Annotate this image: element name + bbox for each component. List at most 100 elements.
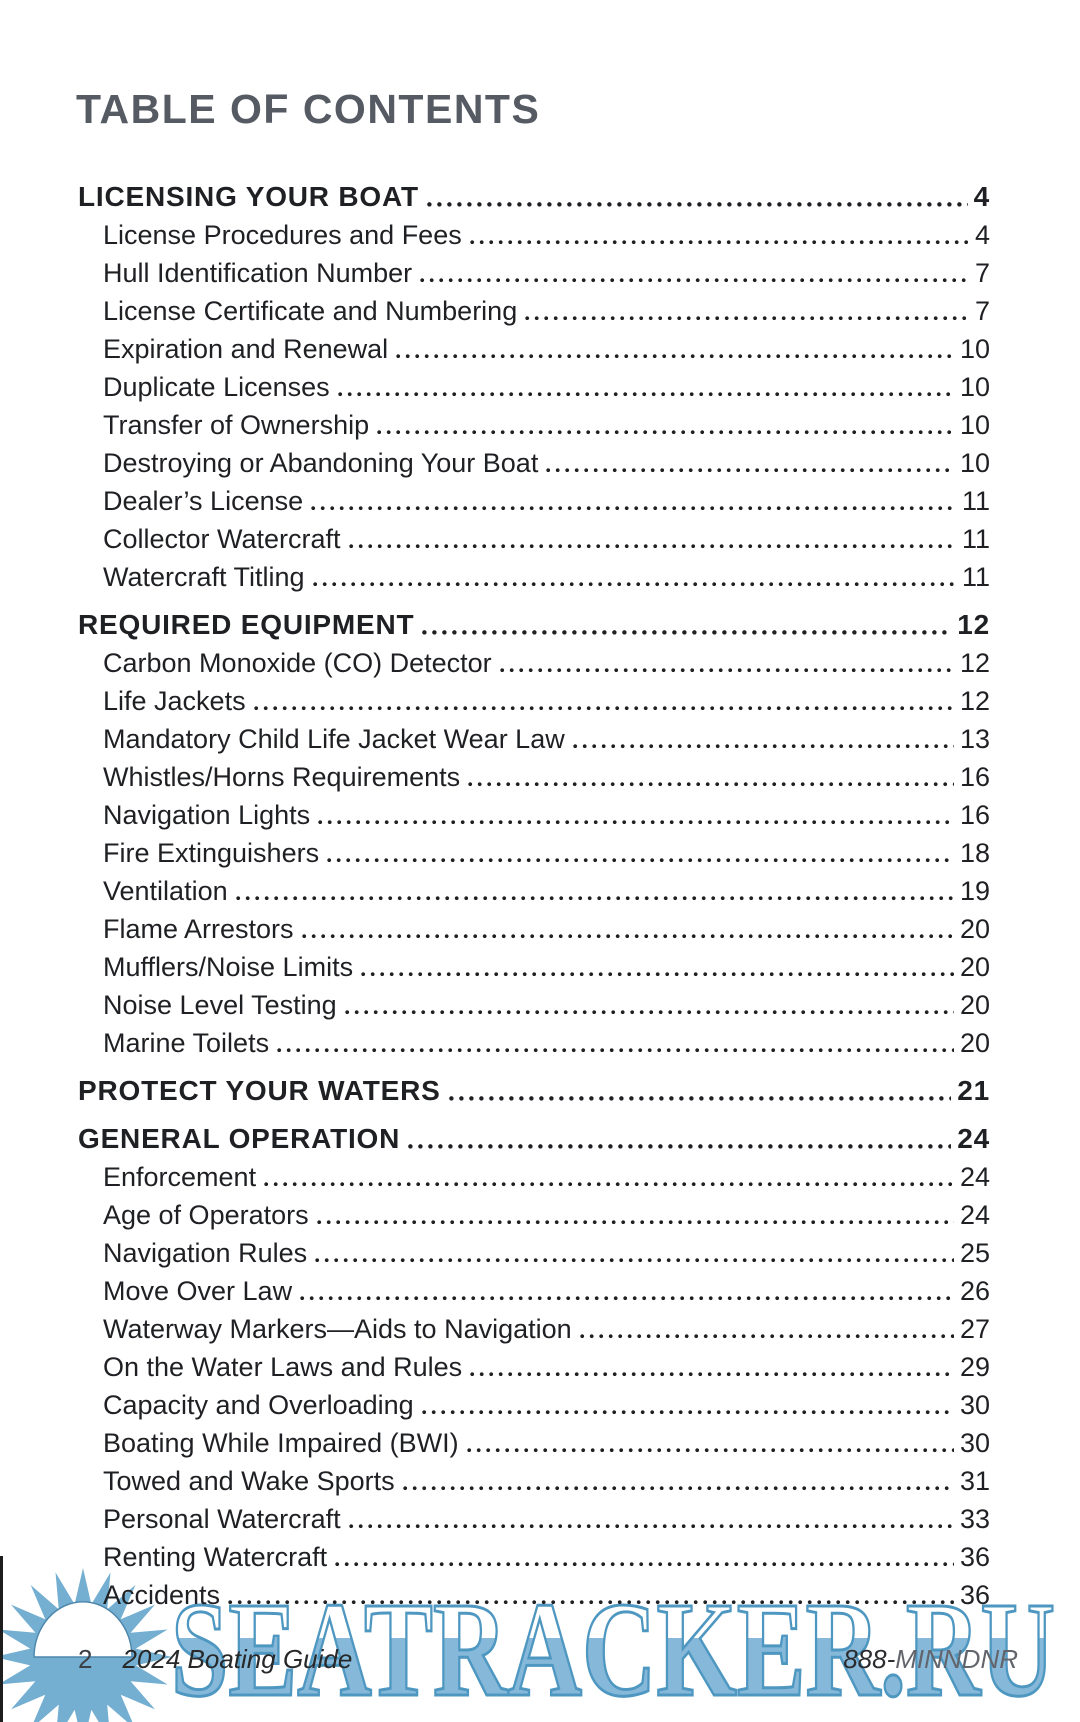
toc-entry: Marine Toilets 20 [78,1024,990,1062]
toc-entry: Age of Operators 24 [78,1196,990,1234]
toc-entry-label: Waterway Markers—Aids to Navigation [103,1314,572,1344]
toc-entry-label: Hull Identification Number [103,258,413,288]
toc-entry: Enforcement 24 [78,1158,990,1196]
toc-entry-label: Marine Toilets [103,1028,270,1058]
page-footer: 2 2024 Boating Guide 888-MINNDNR [78,1644,1018,1675]
toc-entry: Mufflers/Noise Limits 20 [78,948,990,986]
toc-leader-dots [572,720,954,758]
toc-leader-dots [579,1310,954,1348]
scan-edge-artifact [0,1556,3,1722]
toc-entry-label: LICENSING YOUR BOAT [78,181,419,212]
toc-entry-label: Navigation Lights [103,800,311,830]
toc-entry: License Procedures and Fees 4 [78,216,990,254]
toc-entry-page: 31 [959,1466,990,1496]
toc-entry: Mandatory Child Life Jacket Wear Law 13 [78,720,990,758]
toc-entry-label: Fire Extinguishers [103,838,320,868]
toc-entry-label: On the Water Laws and Rules [103,1352,463,1382]
toc-entry-label: Accidents [103,1580,221,1610]
toc-entry: Carbon Monoxide (CO) Detector 12 [78,644,990,682]
toc-entry: Expiration and Renewal 10 [78,330,990,368]
footer-phone-suffix: MINNDNR [895,1644,1018,1674]
toc-section-heading: GENERAL OPERATION 24 [78,1120,990,1158]
toc-entry: Whistles/Horns Requirements 16 [78,758,990,796]
toc-entry: Ventilation 19 [78,872,990,910]
toc-leader-dots [348,1500,954,1538]
toc-entry: Renting Watercraft 36 [78,1538,990,1576]
footer-phone-prefix: 888- [843,1644,896,1674]
toc-entry-label: GENERAL OPERATION [78,1123,401,1154]
toc-leader-dots [312,558,956,596]
toc-entry-page: 29 [959,1352,990,1382]
toc-entry-label: Collector Watercraft [103,524,341,554]
toc-entry-label: Carbon Monoxide (CO) Detector [103,648,492,678]
toc-leader-dots [301,910,954,948]
toc-entry-page: 16 [959,800,990,830]
toc-entry-label: License Procedures and Fees [103,220,462,250]
toc-leader-dots [469,216,969,254]
toc-leader-dots [525,292,969,330]
toc-entry-page: 7 [974,258,990,288]
toc-entry: Move Over Law 26 [78,1272,990,1310]
toc-leader-dots [337,368,954,406]
toc-leader-dots [228,1576,954,1614]
toc-entry-label: Watercraft Titling [103,562,305,592]
toc-entry-label: Boating While Impaired (BWI) [103,1428,459,1458]
toc-entry-page: 20 [959,1028,990,1058]
toc-entry: Fire Extinguishers 18 [78,834,990,872]
toc-entry-page: 16 [959,762,990,792]
toc-entry-page: 20 [959,990,990,1020]
toc-entry-page: 12 [959,648,990,678]
toc-leader-dots [327,834,954,872]
toc-leader-dots [335,1538,954,1576]
toc-entry: License Certificate and Numbering 7 [78,292,990,330]
toc-entry: Noise Level Testing 20 [78,986,990,1024]
toc-entry: Boating While Impaired (BWI) 30 [78,1424,990,1462]
toc-leader-dots [420,254,969,292]
toc-entry-label: REQUIRED EQUIPMENT [78,609,415,640]
toc-entry-page: 24 [959,1162,990,1192]
toc-section-heading: LICENSING YOUR BOAT 4 [78,178,990,216]
toc-entry-label: Mandatory Child Life Jacket Wear Law [103,724,565,754]
toc-entry: Destroying or Abandoning Your Boat 10 [78,444,990,482]
sunburst-icon [0,1568,172,1722]
toc-entry-page: 13 [959,724,990,754]
toc-leader-dots [422,606,952,644]
toc-entry-page: 33 [959,1504,990,1534]
toc-entry: Navigation Rules 25 [78,1234,990,1272]
toc-entry: Flame Arrestors 20 [78,910,990,948]
toc-entry-label: Personal Watercraft [103,1504,341,1534]
toc-entry-page: 25 [959,1238,990,1268]
toc-entry-page: 30 [959,1390,990,1420]
toc-entry-label: Destroying or Abandoning Your Boat [103,448,539,478]
toc-leader-dots [499,644,954,682]
toc-leader-dots [344,986,954,1024]
toc-entry-page: 11 [961,562,990,592]
toc-entry: Personal Watercraft 33 [78,1500,990,1538]
toc-section-heading: PROTECT YOUR WATERS 21 [78,1072,990,1110]
toc-leader-dots [468,758,954,796]
footer-edition: 2024 Boating Guide [122,1644,353,1674]
toc-entry-page: 36 [959,1542,990,1572]
toc-entry-page: 10 [959,448,990,478]
toc-leader-dots [466,1424,954,1462]
toc-entry-label: Dealer’s License [103,486,304,516]
toc-entry-page: 10 [959,410,990,440]
toc-leader-dots [448,1072,952,1110]
toc-leader-dots [396,330,954,368]
page-title: TABLE OF CONTENTS [76,86,541,132]
toc-entry: Hull Identification Number 7 [78,254,990,292]
toc-entry: Dealer’s License 11 [78,482,990,520]
toc-entry: Capacity and Overloading 30 [78,1386,990,1424]
toc-leader-dots [311,482,956,520]
toc-entry: Waterway Markers—Aids to Navigation 27 [78,1310,990,1348]
toc-leader-dots [300,1272,954,1310]
toc-entry-page: 10 [959,334,990,364]
toc-entry: On the Water Laws and Rules 29 [78,1348,990,1386]
toc-entry-label: Transfer of Ownership [103,410,370,440]
toc-entry-page: 12 [959,686,990,716]
toc-entry-page: 24 [959,1200,990,1230]
toc-leader-dots [348,520,956,558]
toc-entry-label: Flame Arrestors [103,914,294,944]
toc-entry-label: Renting Watercraft [103,1542,328,1572]
